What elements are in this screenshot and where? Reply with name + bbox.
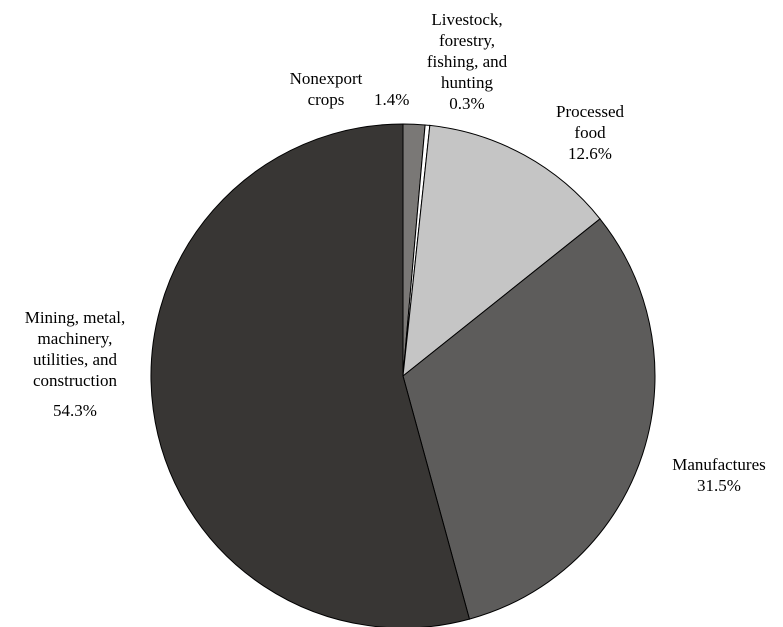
slice-label-4-line-1: Manufactures bbox=[672, 455, 765, 474]
slice-value-label-4: 31.5% bbox=[697, 476, 741, 495]
slice-value-label-2: 0.3% bbox=[449, 94, 484, 113]
slice-label-5-line-4: construction bbox=[33, 371, 118, 390]
slice-label-5-line-3: utilities, and bbox=[33, 350, 118, 369]
slice-value-label-3: 12.6% bbox=[568, 144, 612, 163]
slice-label-1-line-1: Nonexport bbox=[290, 69, 363, 88]
slice-label-5-line-1: Mining, metal, bbox=[25, 308, 126, 327]
pie-slice-5 bbox=[150, 123, 471, 627]
pie-slice-3 bbox=[402, 124, 601, 378]
slice-value-label-5: 54.3% bbox=[53, 401, 97, 420]
slice-label-3-line-2: food bbox=[574, 123, 606, 142]
slice-label-5-line-2: machinery, bbox=[38, 329, 113, 348]
slice-label-2-line-3: fishing, and bbox=[427, 52, 508, 71]
slice-label-1-line-2: crops bbox=[308, 90, 345, 109]
pie-slices bbox=[150, 123, 656, 627]
slice-label-2-line-4: hunting bbox=[441, 73, 493, 92]
pie-slice-4 bbox=[402, 218, 656, 620]
slice-value-label-1: 1.4% bbox=[374, 90, 409, 109]
slice-label-2-line-2: forestry, bbox=[439, 31, 495, 50]
pie-labels: Nonexport crops 1.4% Livestock, forestry, fis… bbox=[25, 10, 766, 495]
slice-label-2-line-1: Livestock, bbox=[431, 10, 502, 29]
slice-label-3-line-1: Processed bbox=[556, 102, 624, 121]
